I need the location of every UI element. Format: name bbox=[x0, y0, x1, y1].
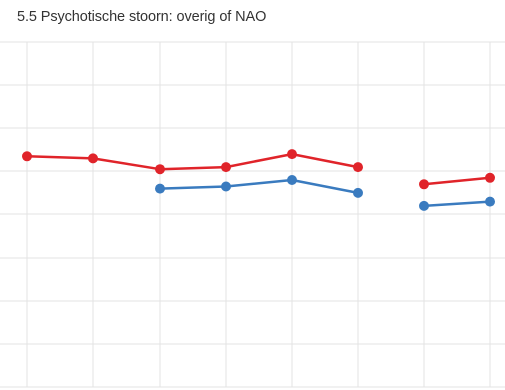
series-2-point-2[interactable] bbox=[221, 181, 231, 192]
chart-lines bbox=[26, 152, 491, 208]
series-1-point-7[interactable] bbox=[419, 179, 429, 190]
chart-points bbox=[22, 149, 495, 211]
series-1-point-8[interactable] bbox=[485, 172, 495, 183]
series-2-point-4[interactable] bbox=[353, 187, 363, 198]
series-1-point-4[interactable] bbox=[221, 162, 231, 173]
series-1-point-6[interactable] bbox=[353, 162, 363, 173]
chart-grid bbox=[0, 41, 505, 388]
series-2-line-segment-1 bbox=[159, 178, 359, 195]
series-1-point-5[interactable] bbox=[287, 149, 297, 160]
series-2-point-6[interactable] bbox=[485, 196, 495, 207]
series-1-line-segment-1 bbox=[26, 152, 359, 171]
series-1-point-3[interactable] bbox=[155, 164, 165, 175]
series-2-point-1[interactable] bbox=[155, 183, 165, 194]
series-2-line-segment-2 bbox=[423, 200, 491, 208]
series-2-point-5[interactable] bbox=[419, 200, 429, 211]
series-1-point-2[interactable] bbox=[88, 153, 98, 164]
series-1-point-1[interactable] bbox=[22, 151, 32, 162]
series-1-line-segment-2 bbox=[423, 176, 491, 186]
chart-title: 5.5 Psychotische stoorn: overig of NAO bbox=[17, 9, 267, 25]
series-2-point-3[interactable] bbox=[287, 175, 297, 185]
